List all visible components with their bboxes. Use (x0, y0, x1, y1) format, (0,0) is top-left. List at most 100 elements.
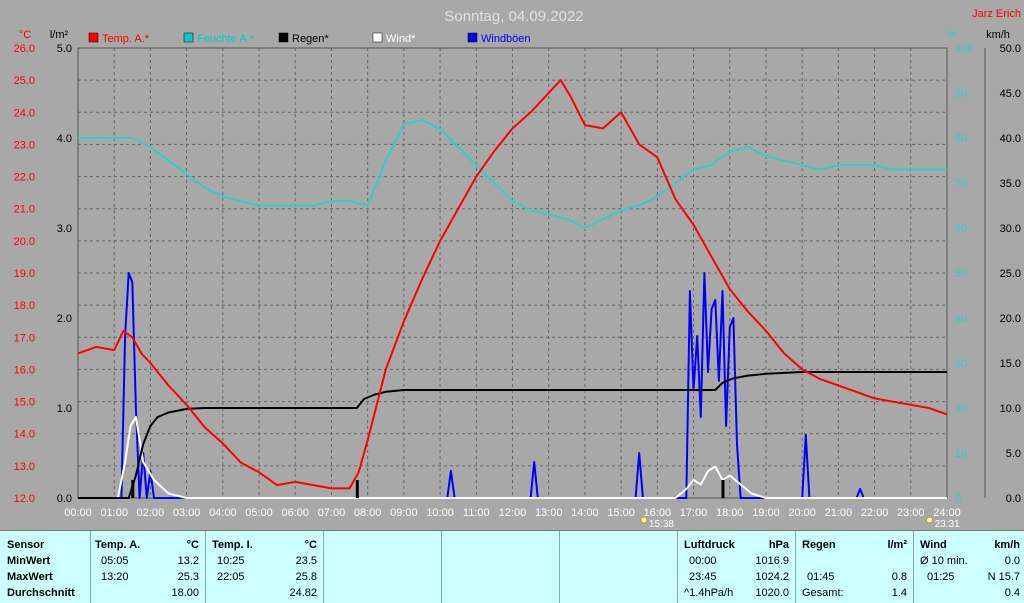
temp-a-column: Temp. A. °C 05:05 13.2 13:20 25.3 18.00 (90, 531, 206, 603)
legend-swatch (278, 32, 289, 43)
temp-tick-label: 14.0 (14, 429, 35, 441)
temp-tick-label: 18.0 (14, 300, 35, 312)
wind-tick-label: 0.0 (1006, 493, 1021, 505)
temp-tick-label: 19.0 (14, 268, 35, 280)
x-tick-label: 20:00 (788, 507, 816, 519)
legend-label: Temp. A.* (102, 33, 150, 45)
rain-unit: l/m² (887, 539, 907, 551)
wind-unit-label: km/h (986, 29, 1010, 41)
temp-tick-label: 26.0 (14, 43, 35, 55)
pressure-column: Luftdruck hPa 00:00 1016.9 23:45 1024.2 … (677, 531, 796, 603)
pressure-unit: hPa (768, 539, 789, 551)
legend-item: Wind* (372, 32, 416, 45)
rain-tick-label: 1.0 (57, 403, 72, 415)
x-tick-label: 06:00 (281, 507, 309, 519)
humidity-tick-label: 50 (955, 268, 967, 280)
temp-i-head: Temp. I. (212, 539, 253, 551)
x-tick-label: 19:00 (752, 507, 780, 519)
temp-tick-label: 25.0 (14, 75, 35, 87)
x-tick-label: 22:00 (861, 507, 889, 519)
wind-unit: km/h (994, 539, 1020, 551)
stats-table: Sensor MinWert MaxWert Durchschnitt Temp… (0, 530, 1024, 603)
axes: 26.0 25.0 24.0 23.0 22.0 21.0 20.0 19.0 18.0 17.0… (14, 43, 1021, 519)
chart-svg: Sonntag, 04.09.2022 Jarz Erich °C l/m² %… (13, 8, 1021, 530)
wind-tick-label: 10.0 (1000, 403, 1021, 415)
weather-chart: Sonntag, 04.09.2022 Jarz Erich °C l/m² %… (13, 8, 1021, 530)
temp-a-unit: °C (186, 539, 199, 551)
rain-total-value: 1.4 (891, 587, 907, 599)
x-tick-label: 14:00 (571, 507, 599, 519)
rain-unit-label: l/m² (50, 29, 69, 41)
humidity-tick-label: 0 (955, 493, 961, 505)
x-tick-label: 05:00 (245, 507, 273, 519)
sunrise-icon (640, 516, 648, 524)
legend-swatch (183, 32, 194, 43)
wind-column: Wind km/h Ø 10 min. 0.0 01:25 N 15.7 0.4 (913, 531, 1024, 603)
legend-label: Feuchte A.* (197, 33, 255, 45)
wind-tick-label: 40.0 (1000, 133, 1021, 145)
temp-i-column: Temp. I. °C 10:25 23.5 22:05 25.8 24.82 (205, 531, 324, 603)
chart-title: Sonntag, 04.09.2022 (444, 8, 583, 25)
legend-item: Feuchte A.* (183, 32, 255, 45)
legend-swatch (88, 32, 99, 43)
empty-column-1 (323, 531, 442, 603)
rain-tick-label: 0.0 (57, 493, 72, 505)
x-tick-label: 15:00 (607, 507, 635, 519)
pressure-max-time: 23:45 (689, 571, 717, 583)
pressure-min-time: 00:00 (689, 555, 717, 567)
temp-tick-label: 20.0 (14, 236, 35, 248)
series-line-windben (78, 272, 947, 499)
rain-total-label: Gesamt: (802, 587, 844, 599)
temp-a-avg-value: 18.00 (171, 587, 199, 599)
series-group (77, 79, 948, 499)
series-line-regen (78, 371, 947, 499)
rain-head: Regen (802, 539, 836, 551)
pressure-min-value: 1016.9 (755, 555, 789, 567)
x-tick-label: 10:00 (426, 507, 454, 519)
rain-column: Regen l/m² 01:45 0.8 Gesamt: 1.4 (795, 531, 914, 603)
x-tick-label: 17:00 (680, 507, 708, 519)
series-line-feuchtea (78, 119, 947, 229)
temp-tick-label: 12.0 (14, 493, 35, 505)
legend-swatch (467, 32, 478, 43)
wind-tick-label: 30.0 (1000, 223, 1021, 235)
rain-tick-label: 2.0 (57, 313, 72, 325)
x-tick-label: 03:00 (173, 507, 201, 519)
legend-item: Regen* (278, 32, 329, 45)
humidity-tick-label: 70 (955, 178, 967, 190)
empty-column-3 (559, 531, 678, 603)
x-tick-label: 13:00 (535, 507, 563, 519)
wind-max-time: 01:25 (927, 571, 955, 583)
temp-tick-label: 15.0 (14, 397, 35, 409)
max-label: MaxWert (7, 571, 53, 583)
temp-a-max-time: 13:20 (101, 571, 129, 583)
temp-i-max-value: 25.8 (295, 571, 317, 583)
rain-tick-label: 3.0 (57, 223, 72, 235)
pressure-avg-value: 1020.0 (755, 587, 789, 599)
rain-bar (355, 480, 359, 498)
humidity-tick-label: 40 (955, 313, 967, 325)
temp-a-min-value: 13.2 (177, 555, 199, 567)
empty-column-2 (441, 531, 560, 603)
x-tick-label: 04:00 (209, 507, 237, 519)
legend-label: Windböen (481, 33, 531, 45)
temp-tick-label: 24.0 (14, 107, 35, 119)
humidity-tick-label: 80 (955, 133, 967, 145)
temp-i-unit: °C (304, 539, 317, 551)
wind-mean-value: 0.4 (1004, 587, 1020, 599)
temp-i-min-value: 23.5 (295, 555, 317, 567)
x-tick-label: 23:00 (897, 507, 925, 519)
humidity-unit-label: % (947, 29, 957, 41)
pressure-max-value: 1024.2 (755, 571, 789, 583)
wind-avg-value: 0.0 (1004, 555, 1020, 567)
avg-label: Durchschnitt (7, 587, 75, 599)
wind-tick-label: 35.0 (1000, 178, 1021, 190)
markers: 15:38 23:31 (640, 516, 960, 530)
temp-tick-label: 21.0 (14, 204, 35, 216)
wind-max-value: N 15.7 (987, 571, 1020, 583)
wind-tick-label: 5.0 (1006, 448, 1021, 460)
min-label: MinWert (7, 555, 51, 567)
temp-tick-label: 13.0 (14, 461, 35, 473)
humidity-tick-label: 100 (955, 43, 973, 55)
x-tick-label: 09:00 (390, 507, 418, 519)
